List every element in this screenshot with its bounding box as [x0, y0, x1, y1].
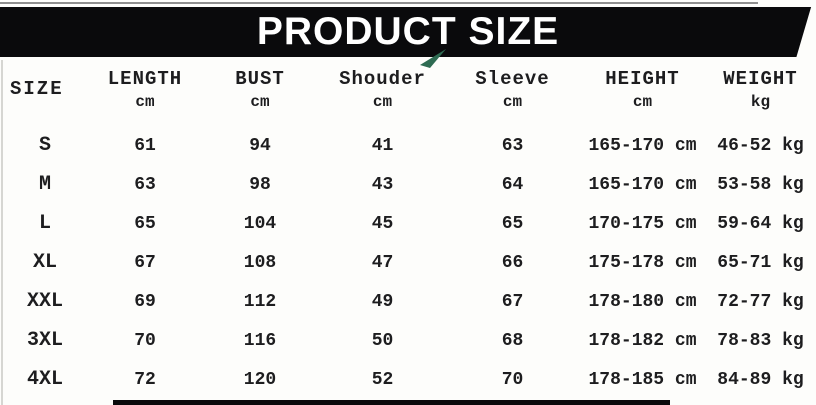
cell-bust: 104 — [243, 213, 277, 234]
cell-shoulder: 41 — [371, 135, 394, 156]
column-unit: cm — [372, 93, 393, 111]
table-row: 4XL 72 120 52 70 178-185 cm 84-89 kg — [0, 360, 816, 399]
cell-length: 61 — [134, 135, 156, 156]
header-cell-sleeve: Sleeve cm — [445, 68, 580, 111]
cell-sleeve: 63 — [501, 135, 524, 156]
cell-bust: 112 — [243, 291, 277, 312]
cell-bust: 94 — [249, 135, 271, 156]
column-unit: kg — [750, 93, 771, 111]
size-table: SIZE LENGTH cm BUST cm Shouder cm Sleeve… — [0, 62, 816, 399]
bottom-bar — [113, 400, 670, 405]
cell-shoulder: 52 — [371, 369, 394, 390]
header-cell-length: LENGTH cm — [90, 68, 200, 111]
table-row: XXL 69 112 49 67 178-180 cm 72-77 kg — [0, 282, 816, 321]
cell-length: 70 — [134, 330, 156, 351]
cell-height: 178-182 cm — [588, 330, 697, 351]
cell-size: 3XL — [26, 329, 63, 352]
header-cell-height: HEIGHT cm — [580, 68, 705, 111]
column-label: LENGTH — [107, 68, 183, 90]
header-cell-bust: BUST cm — [200, 68, 320, 111]
cell-length: 67 — [134, 252, 156, 273]
cell-shoulder: 50 — [371, 330, 394, 351]
cell-bust: 108 — [243, 252, 277, 273]
table-row: L 65 104 45 65 170-175 cm 59-64 kg — [0, 204, 816, 243]
header-cell-size: SIZE — [0, 68, 90, 103]
column-label: Sleeve — [475, 68, 550, 90]
cell-length: 65 — [134, 213, 156, 234]
table-row: M 63 98 43 64 165-170 cm 53-58 kg — [0, 165, 816, 204]
cell-size: XL — [32, 251, 57, 274]
cell-weight: 84-89 kg — [717, 369, 804, 390]
column-unit: cm — [135, 93, 155, 111]
left-edge-line — [1, 60, 3, 405]
cell-bust: 98 — [249, 174, 271, 195]
cell-shoulder: 43 — [371, 174, 394, 195]
cell-length: 69 — [134, 291, 156, 312]
table-row: 3XL 70 116 50 68 178-182 cm 78-83 kg — [0, 321, 816, 360]
column-unit: cm — [250, 93, 270, 111]
cell-bust: 116 — [243, 330, 277, 351]
cell-size: M — [38, 173, 51, 196]
cell-height: 175-178 cm — [588, 252, 697, 273]
column-unit: cm — [502, 93, 523, 111]
table-row: XL 67 108 47 66 175-178 cm 65-71 kg — [0, 243, 816, 282]
cell-size: XXL — [26, 290, 63, 313]
header-cell-weight: WEIGHT kg — [705, 68, 816, 111]
cell-sleeve: 67 — [501, 291, 524, 312]
header-cell-shoulder: Shouder cm — [320, 68, 445, 111]
column-label: WEIGHT — [723, 68, 798, 90]
cell-height: 178-180 cm — [588, 291, 697, 312]
cell-height: 165-170 cm — [588, 135, 697, 156]
cell-shoulder: 49 — [371, 291, 394, 312]
top-divider-line — [0, 2, 758, 4]
cell-sleeve: 65 — [501, 213, 524, 234]
cell-height: 170-175 cm — [588, 213, 697, 234]
cell-sleeve: 68 — [501, 330, 524, 351]
cell-height: 178-185 cm — [588, 369, 697, 390]
column-label: BUST — [235, 68, 285, 90]
cell-shoulder: 45 — [371, 213, 394, 234]
cell-bust: 120 — [243, 369, 277, 390]
cell-weight: 78-83 kg — [717, 330, 804, 351]
cell-shoulder: 47 — [371, 252, 394, 273]
cell-weight: 65-71 kg — [717, 252, 804, 273]
cell-sleeve: 70 — [501, 369, 524, 390]
product-size-banner: PRODUCT SIZE — [0, 7, 812, 57]
cell-sleeve: 64 — [501, 174, 524, 195]
cell-weight: 46-52 kg — [717, 135, 804, 156]
cell-size: 4XL — [26, 368, 63, 391]
cell-weight: 53-58 kg — [717, 174, 804, 195]
cell-length: 72 — [134, 369, 156, 390]
cell-weight: 59-64 kg — [717, 213, 804, 234]
cell-sleeve: 66 — [501, 252, 524, 273]
page-title: PRODUCT SIZE — [256, 10, 560, 53]
cell-weight: 72-77 kg — [717, 291, 804, 312]
table-row: S 61 94 41 63 165-170 cm 46-52 kg — [0, 126, 816, 165]
cell-size: S — [38, 134, 51, 157]
table-header-row: SIZE LENGTH cm BUST cm Shouder cm Sleeve… — [0, 62, 816, 126]
column-label: HEIGHT — [605, 68, 680, 90]
green-arrow-icon — [420, 49, 446, 68]
cell-length: 63 — [134, 174, 156, 195]
column-unit: cm — [632, 93, 653, 111]
column-label: SIZE — [10, 78, 64, 100]
column-label: Shouder — [339, 68, 426, 90]
cell-height: 165-170 cm — [588, 174, 697, 195]
cell-size: L — [38, 212, 51, 235]
